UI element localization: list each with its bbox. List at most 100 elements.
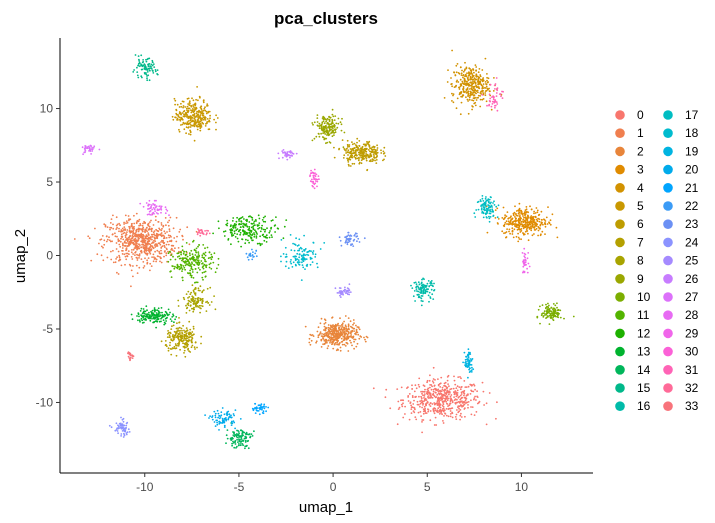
point <box>155 312 158 314</box>
point <box>146 230 149 233</box>
point <box>232 234 235 237</box>
point <box>122 424 124 427</box>
point <box>519 228 522 231</box>
point <box>467 365 470 368</box>
point <box>459 409 462 411</box>
point <box>91 150 94 152</box>
point <box>116 256 118 259</box>
point <box>415 395 417 398</box>
point <box>369 156 371 158</box>
point <box>172 314 175 317</box>
point <box>239 418 242 420</box>
point <box>238 220 241 222</box>
point <box>137 319 139 322</box>
point <box>140 314 143 316</box>
point <box>475 66 478 68</box>
point <box>484 81 487 83</box>
point <box>457 401 460 403</box>
point <box>186 337 189 340</box>
point <box>547 307 549 310</box>
point <box>180 102 182 105</box>
point <box>191 258 193 260</box>
point <box>447 383 449 385</box>
point <box>212 232 215 235</box>
point <box>441 413 443 416</box>
point <box>167 250 169 253</box>
point <box>193 139 196 142</box>
point <box>189 264 192 266</box>
point <box>462 361 464 364</box>
point <box>259 406 261 409</box>
point <box>169 318 172 320</box>
point <box>140 235 143 238</box>
point <box>455 80 458 83</box>
point <box>178 116 181 119</box>
point <box>524 213 526 215</box>
point <box>331 135 334 138</box>
point <box>470 406 472 408</box>
point <box>140 246 143 249</box>
point <box>138 266 141 269</box>
point <box>454 74 457 76</box>
point <box>429 393 432 396</box>
point <box>428 300 430 303</box>
point <box>482 200 485 202</box>
point <box>527 211 530 214</box>
point <box>120 433 123 435</box>
point <box>439 403 442 406</box>
point <box>458 93 461 96</box>
point <box>461 402 464 404</box>
point <box>180 253 183 256</box>
point <box>221 419 224 422</box>
point <box>337 292 340 294</box>
point <box>435 388 438 391</box>
point <box>524 216 527 219</box>
point <box>555 226 558 229</box>
point <box>319 332 321 335</box>
point <box>280 260 282 263</box>
point <box>340 337 343 340</box>
point <box>306 253 308 256</box>
point <box>443 409 446 412</box>
point <box>339 328 342 331</box>
point <box>436 403 439 406</box>
point <box>330 334 333 336</box>
point <box>128 227 131 230</box>
point <box>285 155 288 158</box>
point <box>208 266 211 269</box>
point <box>445 392 448 394</box>
point <box>150 311 153 314</box>
point <box>497 218 500 220</box>
point <box>157 310 160 312</box>
point <box>460 101 463 104</box>
point <box>122 250 124 252</box>
point <box>206 121 208 124</box>
point <box>137 245 140 248</box>
point <box>184 355 187 358</box>
point <box>332 127 334 129</box>
point <box>464 80 466 83</box>
point <box>165 317 168 319</box>
point <box>164 206 167 209</box>
point <box>163 244 166 247</box>
point <box>347 331 350 333</box>
point <box>325 142 327 145</box>
point <box>290 259 292 261</box>
point <box>507 223 510 225</box>
point <box>283 225 286 228</box>
point <box>355 330 358 332</box>
point <box>480 208 483 211</box>
point <box>437 398 440 401</box>
point <box>347 332 350 335</box>
point <box>244 439 247 442</box>
point <box>198 122 201 124</box>
point <box>170 254 173 256</box>
point <box>408 418 411 421</box>
point <box>285 219 288 222</box>
point <box>156 233 159 236</box>
point <box>328 125 331 128</box>
point <box>481 205 484 207</box>
point <box>164 232 167 235</box>
point <box>204 247 206 250</box>
point <box>526 227 528 230</box>
